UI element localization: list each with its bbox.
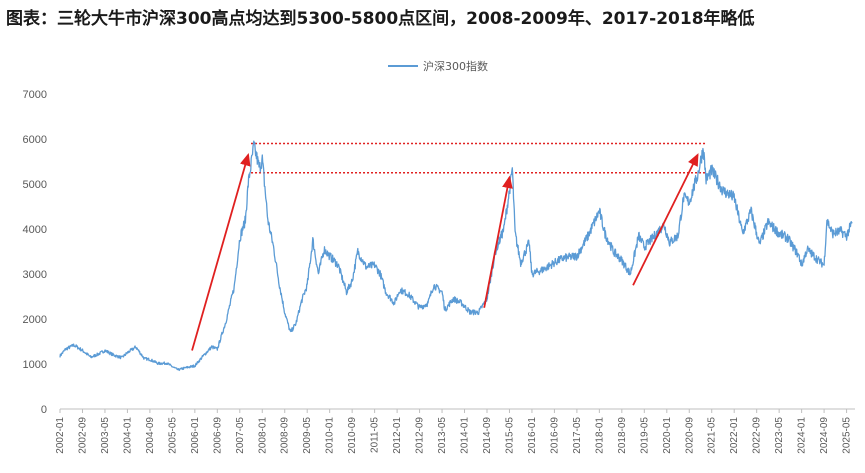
x-tick-label: 2016-09 (549, 417, 560, 454)
x-tick-label: 2010-01 (325, 417, 336, 454)
x-tick-label: 2007-05 (235, 417, 246, 454)
x-tick-label: 2002-01 (55, 417, 66, 454)
y-tick-label: 3000 (23, 269, 47, 281)
legend: 沪深300指数 (388, 59, 488, 73)
series-line-hs300 (59, 140, 853, 372)
x-tick-label: 2014-09 (482, 417, 493, 454)
y-tick-label: 5000 (23, 179, 47, 191)
y-tick-label: 2000 (23, 314, 47, 326)
x-tick-label: 2016-01 (527, 417, 538, 454)
x-axis: 2002-01 2002-09 2003-05 2004-01 2004-09 2005-… (55, 408, 855, 454)
series-layer (59, 140, 853, 372)
x-tick-label: 2008-09 (280, 417, 291, 454)
x-tick-label: 2022-01 (729, 417, 740, 454)
x-tick-label: 2024-01 (797, 417, 808, 454)
x-tick-label: 2008-01 (257, 417, 268, 454)
reference-lines (251, 142, 707, 174)
x-tick-label: 2005-05 (167, 417, 178, 454)
legend-label: 沪深300指数 (423, 59, 488, 73)
x-tick-label: 2006-01 (190, 417, 201, 454)
y-tick-label: 4000 (23, 224, 47, 236)
x-tick-label: 2009-05 (302, 417, 313, 454)
y-axis: 0 1000 2000 3000 4000 5000 6000 7000 (23, 89, 47, 416)
x-tick-label: 2013-05 (437, 417, 448, 454)
x-tick-label: 2012-09 (415, 417, 426, 454)
x-tick-label: 2025-05 (842, 417, 853, 454)
trend-arrow (483, 175, 513, 308)
x-tick-label: 2010-09 (347, 417, 358, 454)
arrow-layer (191, 153, 699, 351)
x-tick-label: 2002-09 (77, 417, 88, 454)
x-tick-label: 2003-05 (100, 417, 111, 454)
x-tick-label: 2018-01 (594, 417, 605, 454)
x-tick-label: 2011-05 (370, 417, 381, 453)
x-tick-label: 2023-05 (774, 417, 785, 454)
x-tick-label: 2019-05 (639, 417, 650, 454)
y-tick-label: 6000 (23, 134, 47, 146)
y-tick-label: 7000 (23, 89, 47, 101)
x-tick-label: 2006-09 (212, 417, 223, 454)
x-tick-label: 2022-09 (752, 417, 763, 454)
x-tick-label: 2018-09 (617, 417, 628, 454)
x-tick-label: 2014-01 (460, 417, 471, 454)
page-title: 图表：三轮大牛市沪深300高点均达到5300-5800点区间，2008-2009… (6, 9, 755, 29)
x-tick-label: 2012-01 (392, 417, 403, 454)
x-tick-label: 2021-05 (707, 417, 718, 454)
trend-arrow (632, 153, 699, 286)
x-tick-label: 2020-01 (662, 417, 673, 454)
x-tick-label: 2004-09 (145, 417, 156, 454)
x-tick-label: 2004-01 (122, 417, 133, 454)
y-tick-label: 1000 (23, 359, 47, 371)
x-tick-label: 2017-05 (572, 417, 583, 454)
trend-arrow (191, 153, 251, 351)
x-tick-label: 2024-09 (819, 417, 830, 454)
x-tick-label: 2020-09 (684, 417, 695, 454)
x-tick-label: 2015-05 (504, 417, 515, 454)
y-tick-label: 0 (41, 404, 47, 416)
